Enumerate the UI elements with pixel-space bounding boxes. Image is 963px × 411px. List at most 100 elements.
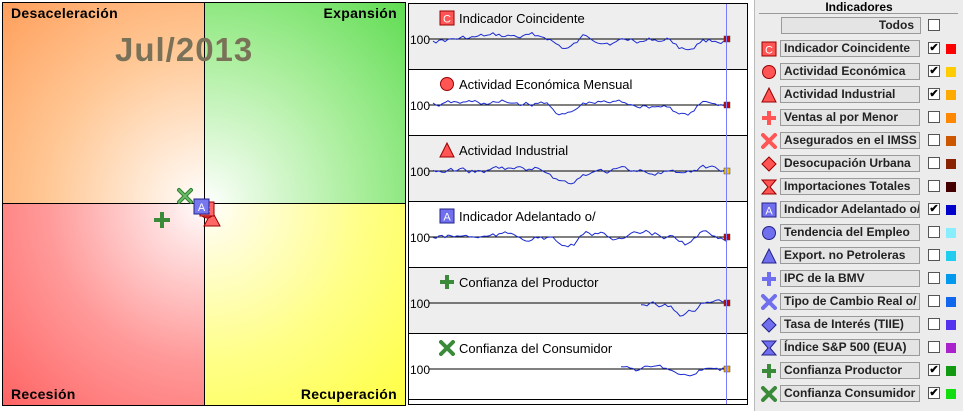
legend-item: Importaciones Totales (755, 177, 963, 197)
series-plot (429, 164, 731, 185)
plus-icon (761, 363, 777, 379)
svg-text:A: A (443, 212, 451, 224)
legend-item-button[interactable]: Tipo de Cambio Real o/ (780, 293, 920, 310)
series-title: Confianza del Consumidor (459, 341, 613, 356)
label-expansion: Expansión (323, 5, 397, 21)
legend-color-swatch (946, 297, 956, 307)
legend-item-button[interactable]: Actividad Económica (780, 63, 920, 80)
series-end-marker (723, 167, 731, 175)
legend-item-checkbox[interactable] (928, 341, 940, 353)
legend-item-checkbox[interactable]: ✔ (928, 65, 940, 77)
label-desaceleracion: Desaceleración (11, 5, 118, 21)
series-plot (429, 364, 731, 377)
label-recesion: Recesión (11, 386, 76, 402)
series-end-marker (723, 233, 731, 241)
legend-item-checkbox[interactable] (928, 134, 940, 146)
legend-title: Indicadores (825, 0, 893, 14)
legend-color-swatch (946, 67, 956, 77)
legend-item-checkbox[interactable]: ✔ (928, 387, 940, 399)
legend-color-swatch (946, 389, 956, 399)
legend-item-button[interactable]: Tendencia del Empleo (780, 224, 920, 241)
svg-text:A: A (765, 206, 773, 218)
legend-item: Ventas al por Menor (755, 108, 963, 128)
hourglass-icon (760, 340, 778, 356)
legend-item-checkbox[interactable]: ✔ (928, 42, 940, 54)
series-row: 100 Actividad Económica Mensual (409, 70, 747, 136)
indicator-legend: Indicadores Todos C Indicador Coincident… (754, 0, 963, 411)
legend-color-swatch (946, 343, 956, 353)
series-title: Actividad Económica Mensual (459, 77, 633, 92)
legend-color-swatch (946, 44, 956, 54)
x-icon (761, 294, 777, 310)
legend-item-checkbox[interactable]: ✔ (928, 203, 940, 215)
legend-item-button[interactable]: Indicador Adelantado o/ (780, 201, 920, 218)
series-title: Actividad Industrial (459, 143, 569, 158)
series-title: Indicador Adelantado o/ (459, 209, 596, 224)
legend-item-checkbox[interactable] (928, 157, 940, 169)
legend-item-checkbox[interactable]: ✔ (928, 88, 940, 100)
legend-item-button[interactable]: Tasa de Interés (TIIE) (780, 316, 920, 333)
legend-item: IPC de la BMV (755, 269, 963, 289)
letter-c-square-icon: C (439, 10, 455, 26)
legend-color-swatch (946, 366, 956, 376)
legend-item-button[interactable]: Ventas al por Menor (780, 109, 920, 126)
marker-confianza-consumidor[interactable] (177, 188, 193, 204)
series-line (432, 31, 728, 51)
legend-color-swatch (946, 228, 956, 238)
hourglass-icon (760, 179, 778, 195)
legend-item-button[interactable]: Confianza Consumidor (780, 385, 920, 402)
reference-value-label: 100 (410, 297, 431, 311)
series-row: 100 C Indicador Coincidente (409, 4, 747, 70)
diamond-icon (761, 317, 777, 333)
legend-color-swatch (946, 90, 956, 100)
legend-item-checkbox[interactable]: ✔ (928, 364, 940, 376)
legend-item-checkbox[interactable] (928, 295, 940, 307)
legend-item: Asegurados en el IMSS (755, 131, 963, 151)
label-recuperacion: Recuperación (300, 386, 397, 402)
legend-item-button[interactable]: IPC de la BMV (780, 270, 920, 287)
triangle-icon (439, 141, 455, 158)
legend-item-button[interactable]: Importaciones Totales (780, 178, 920, 195)
legend-item-button[interactable]: Asegurados en el IMSS (780, 132, 920, 149)
todos-checkbox[interactable] (928, 19, 940, 31)
series-row: 100 Actividad Industrial (409, 136, 747, 202)
triangle-icon (761, 86, 777, 103)
svg-text:C: C (765, 45, 773, 57)
legend-item-button[interactable]: Actividad Industrial (780, 86, 920, 103)
reference-value-label: 100 (410, 33, 431, 47)
legend-item: C Indicador Coincidente ✔ (755, 39, 963, 59)
series-line (432, 99, 728, 116)
marker-actividad-industrial[interactable] (203, 209, 221, 227)
legend-item: Confianza Consumidor ✔ (755, 384, 963, 404)
series-line (432, 229, 728, 248)
legend-item-button[interactable]: Confianza Productor (780, 362, 920, 379)
legend-item-checkbox[interactable] (928, 180, 940, 192)
legend-item-checkbox[interactable] (928, 111, 940, 123)
business-cycle-clock: Desaceleración Expansión Recesión Recupe… (2, 2, 406, 406)
svg-text:A: A (198, 202, 206, 214)
legend-divider (759, 13, 958, 14)
legend-item-checkbox[interactable] (928, 272, 940, 284)
legend-item-checkbox[interactable] (928, 249, 940, 261)
x-icon (439, 340, 455, 356)
legend-item-button[interactable]: Desocupación Urbana (780, 155, 920, 172)
legend-color-swatch (946, 182, 956, 192)
series-plot (429, 31, 731, 51)
series-title: Indicador Coincidente (459, 11, 585, 26)
indicator-series-panel: 100 C Indicador Coincidente 100 Activida… (408, 3, 748, 405)
marker-confianza-productor[interactable] (154, 212, 170, 228)
plus-icon (439, 274, 455, 290)
legend-color-swatch (946, 159, 956, 169)
legend-item-button[interactable]: Indicador Coincidente (780, 40, 920, 57)
date-cursor-line[interactable] (726, 4, 727, 404)
marker-indicador-adelantado[interactable]: A (193, 198, 210, 215)
quadrant-recuperacion (205, 204, 405, 405)
legend-item-button[interactable]: Export. no Petroleras (780, 247, 920, 264)
todos-button[interactable]: Todos (781, 17, 921, 34)
legend-item: Confianza Productor ✔ (755, 361, 963, 381)
legend-item: Export. no Petroleras (755, 246, 963, 266)
legend-color-swatch (946, 274, 956, 284)
legend-item-button[interactable]: Índice S&P 500 (EUA) (780, 339, 920, 356)
legend-item-checkbox[interactable] (928, 226, 940, 238)
legend-item-checkbox[interactable] (928, 318, 940, 330)
